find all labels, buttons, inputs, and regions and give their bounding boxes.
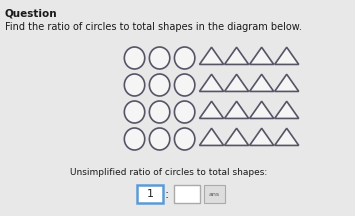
Polygon shape: [275, 128, 299, 145]
Polygon shape: [224, 101, 248, 118]
Circle shape: [174, 128, 195, 150]
Circle shape: [124, 47, 145, 69]
Circle shape: [124, 128, 145, 150]
Circle shape: [149, 47, 170, 69]
Text: Unsimplified ratio of circles to total shapes:: Unsimplified ratio of circles to total s…: [70, 168, 267, 177]
Text: ans: ans: [209, 192, 220, 197]
Polygon shape: [200, 74, 224, 91]
Polygon shape: [250, 128, 274, 145]
Polygon shape: [224, 74, 248, 91]
Polygon shape: [200, 101, 224, 118]
Polygon shape: [200, 47, 224, 64]
Circle shape: [174, 47, 195, 69]
Circle shape: [149, 74, 170, 96]
Polygon shape: [224, 128, 248, 145]
FancyBboxPatch shape: [137, 185, 163, 203]
Text: 1: 1: [147, 189, 154, 199]
Text: :: :: [165, 187, 169, 200]
Polygon shape: [275, 74, 299, 91]
Polygon shape: [200, 128, 224, 145]
Polygon shape: [250, 47, 274, 64]
Circle shape: [174, 101, 195, 123]
Polygon shape: [224, 47, 248, 64]
Polygon shape: [275, 101, 299, 118]
FancyBboxPatch shape: [174, 185, 201, 203]
FancyBboxPatch shape: [204, 185, 224, 203]
Circle shape: [149, 101, 170, 123]
Circle shape: [149, 128, 170, 150]
Circle shape: [124, 101, 145, 123]
Circle shape: [124, 74, 145, 96]
Polygon shape: [250, 101, 274, 118]
Circle shape: [174, 74, 195, 96]
Text: Question: Question: [5, 8, 57, 18]
Text: Find the ratio of circles to total shapes in the diagram below.: Find the ratio of circles to total shape…: [5, 22, 301, 32]
Polygon shape: [250, 74, 274, 91]
Polygon shape: [275, 47, 299, 64]
